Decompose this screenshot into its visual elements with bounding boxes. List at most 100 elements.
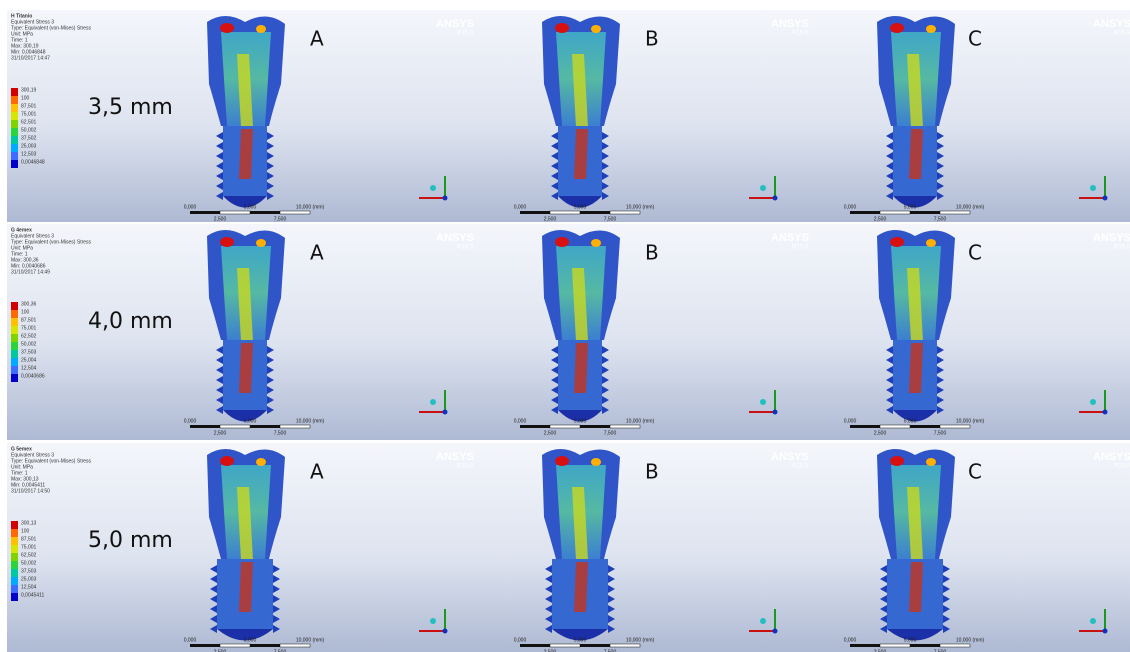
scale-bar xyxy=(910,211,940,214)
ansys-logo: ANSYS xyxy=(1093,232,1130,244)
ansys-version: R15.0 xyxy=(792,245,809,251)
scale-bar xyxy=(910,644,940,647)
axis-z xyxy=(430,618,436,624)
legend-value: 25,003 xyxy=(21,576,37,582)
legend-value: 75,001 xyxy=(21,325,37,331)
legend-value: 0,0046848 xyxy=(21,159,45,165)
scale-bar xyxy=(520,644,550,647)
stress-band xyxy=(909,343,923,393)
legend-info: 31/10/2017 14:47 xyxy=(11,55,50,61)
scale-bar xyxy=(880,425,910,428)
scale-label: 0,000 xyxy=(514,637,527,643)
scale-label: 5,000 xyxy=(904,418,917,424)
scale-label: 0,000 xyxy=(514,418,527,424)
legend-swatch xyxy=(11,112,18,120)
legend-swatch xyxy=(11,88,18,96)
scale-bar xyxy=(910,425,940,428)
stress-hotspot xyxy=(256,458,266,466)
scale-label: 2,500 xyxy=(874,216,887,222)
scale-label: 7,500 xyxy=(274,430,287,436)
scale-bar xyxy=(250,211,280,214)
scale-label: 5,000 xyxy=(574,637,587,643)
stress-hotspot xyxy=(890,456,904,466)
legend-swatch xyxy=(11,593,18,601)
legend-value: 12,504 xyxy=(21,584,37,590)
stress-band xyxy=(239,562,253,612)
panel-letter: C xyxy=(968,27,982,51)
stress-hotspot xyxy=(591,239,601,247)
scale-label: 0,000 xyxy=(844,418,857,424)
legend-value: 0,0045411 xyxy=(21,592,44,598)
scale-label: 2,500 xyxy=(874,430,887,436)
legend-swatch xyxy=(11,553,18,561)
legend-value: 100 xyxy=(21,95,30,101)
ansys-logo: ANSYS xyxy=(771,232,809,244)
legend-value: 50,002 xyxy=(21,341,37,347)
stress-hotspot xyxy=(256,239,266,247)
stress-hotspot xyxy=(220,456,234,466)
ansys-version: R15.0 xyxy=(1114,31,1130,37)
scale-bar xyxy=(880,211,910,214)
scale-bar xyxy=(850,644,880,647)
legend-swatch xyxy=(11,128,18,136)
scale-label: 2,500 xyxy=(214,430,227,436)
legend-value: 75,001 xyxy=(21,544,37,550)
panel-letter: A xyxy=(310,27,324,51)
scale-bar xyxy=(940,425,970,428)
ansys-logo: ANSYS xyxy=(771,451,809,463)
legend-value: 25,003 xyxy=(21,143,37,149)
scale-label: 10,000 (mm) xyxy=(296,637,325,643)
legend-value: 300,19 xyxy=(21,87,37,93)
legend-swatch xyxy=(11,529,18,537)
scale-bar xyxy=(940,644,970,647)
stress-hotspot xyxy=(926,458,936,466)
stress-band xyxy=(239,343,253,393)
scale-label: 5,000 xyxy=(244,637,257,643)
legend-value: 62,501 xyxy=(21,119,37,125)
legend-swatch xyxy=(11,342,18,350)
panel-letter: A xyxy=(310,241,324,265)
scale-bar xyxy=(280,644,310,647)
legend-swatch xyxy=(11,136,18,144)
ansys-version: R15.0 xyxy=(457,464,474,470)
scale-label: 5,000 xyxy=(244,418,257,424)
panel-letter: A xyxy=(310,460,324,484)
legend-swatch xyxy=(11,521,18,529)
scale-bar xyxy=(550,425,580,428)
stress-band xyxy=(574,343,588,393)
scale-bar xyxy=(520,211,550,214)
stress-hotspot xyxy=(555,237,569,247)
legend-value: 0,0040686 xyxy=(21,373,45,379)
ansys-version: R15.0 xyxy=(1114,245,1130,251)
implant-size: 4,0 mm xyxy=(88,309,173,334)
ansys-version: R15.0 xyxy=(457,31,474,37)
axis-z xyxy=(760,185,766,191)
stress-hotspot xyxy=(220,237,234,247)
legend-value: 62,502 xyxy=(21,552,37,558)
stress-band xyxy=(239,129,253,179)
axis-z xyxy=(760,399,766,405)
legend-value: 100 xyxy=(21,309,30,315)
scale-bar xyxy=(580,211,610,214)
scale-label: 0,000 xyxy=(514,204,527,210)
scale-label: 2,500 xyxy=(544,430,557,436)
legend-swatch xyxy=(11,144,18,152)
legend-swatch xyxy=(11,577,18,585)
legend-swatch xyxy=(11,120,18,128)
scale-bar xyxy=(220,425,250,428)
axis-origin xyxy=(773,410,778,415)
axis-z xyxy=(1090,618,1096,624)
scale-bar xyxy=(190,644,220,647)
legend-swatch xyxy=(11,545,18,553)
scale-bar xyxy=(610,425,640,428)
scale-label: 7,500 xyxy=(604,216,617,222)
legend-swatch xyxy=(11,310,18,318)
stress-band xyxy=(909,129,923,179)
axis-origin xyxy=(1103,196,1108,201)
stress-hotspot xyxy=(926,25,936,33)
scale-bar xyxy=(610,211,640,214)
ansys-logo: ANSYS xyxy=(771,18,809,30)
stress-hotspot xyxy=(591,25,601,33)
panel-letter: C xyxy=(968,460,982,484)
legend-swatch xyxy=(11,569,18,577)
